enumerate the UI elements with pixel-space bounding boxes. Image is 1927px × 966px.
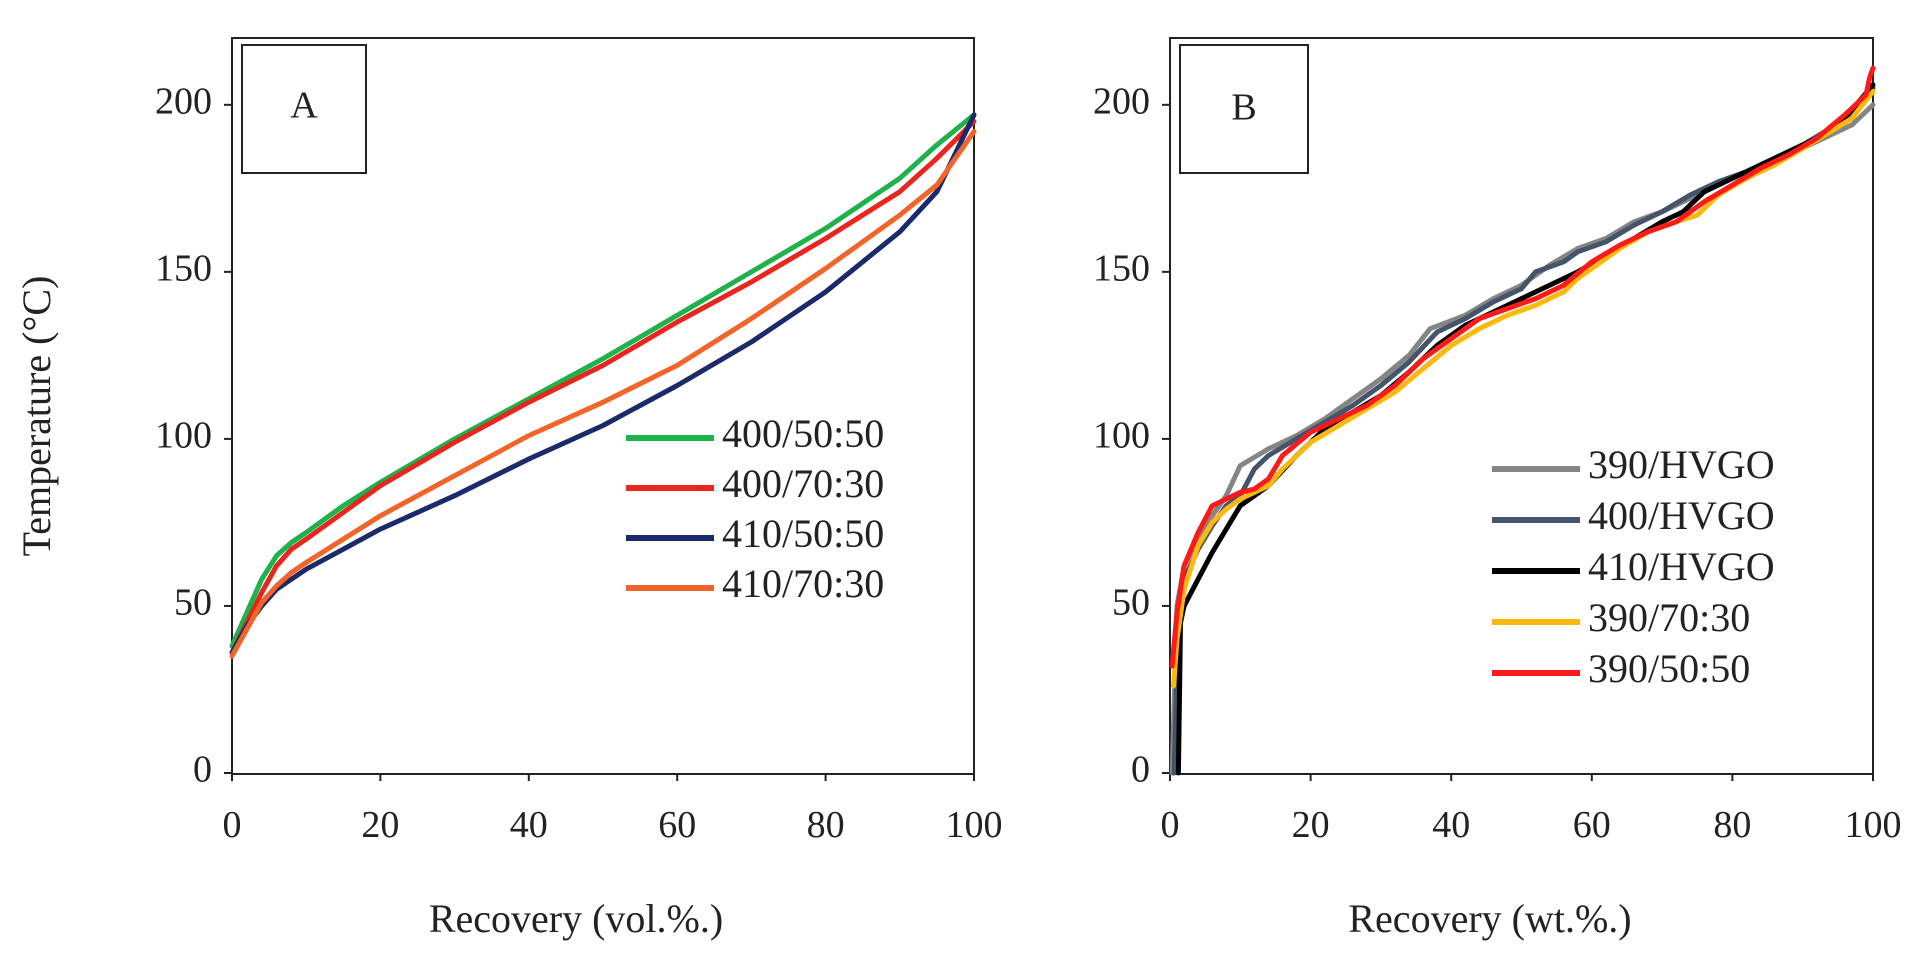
x-tick-label-b: 40 — [1432, 804, 1470, 846]
series-line-410-70-30 — [229, 129, 977, 659]
plot-area-b — [1169, 37, 1874, 775]
series-lines-b — [1169, 65, 1876, 776]
x-ticks-a: 0 20 40 60 80 100 — [223, 773, 1003, 846]
legend-label: 410/70:30 — [722, 561, 884, 606]
y-axis-label: Temperature (°C) — [14, 276, 59, 557]
legend-b: 390/HVGO 400/HVGO 410/HVGO 390/70:30 390/50:… — [1492, 442, 1775, 691]
y-tick-label-a: 50 — [174, 582, 212, 624]
panel-label-b: B — [1231, 87, 1256, 129]
series-line-390-70-30 — [1171, 89, 1876, 689]
legend-label: 410/50:50 — [722, 511, 884, 556]
plot-area-a — [231, 37, 975, 775]
y-tick-label-b: 50 — [1112, 582, 1150, 624]
series-line-410-hvgo — [1175, 82, 1876, 776]
legend-label: 390/50:50 — [1588, 646, 1750, 691]
x-tick-label-b: 60 — [1573, 804, 1611, 846]
y-tick-label-a: 100 — [155, 415, 212, 457]
x-tick-label-a: 80 — [807, 804, 845, 846]
legend-label: 390/70:30 — [1588, 595, 1750, 640]
legend-label: 400/50:50 — [722, 411, 884, 456]
legend-label: 390/HVGO — [1588, 442, 1775, 487]
y-tick-label-b: 0 — [1131, 749, 1150, 791]
y-tick-label-b: 100 — [1093, 415, 1150, 457]
y-tick-label-b: 200 — [1093, 81, 1150, 123]
y-tick-label-a: 200 — [155, 81, 212, 123]
y-tick-label-b: 150 — [1093, 248, 1150, 290]
series-line-400-70-30 — [229, 119, 977, 656]
y-tick-label-a: 0 — [193, 749, 212, 791]
chart-panel-b: 0 50 100 150 200 0 20 40 60 80 100 B 390/HVGO 400/… — [1093, 37, 1902, 941]
x-axis-label-a: Recovery (vol.%.) — [429, 896, 723, 941]
series-line-400-50-50 — [229, 112, 977, 649]
panel-label-a: A — [290, 85, 318, 127]
y-ticks-a: 0 50 100 150 200 — [155, 81, 232, 791]
legend-label: 400/70:30 — [722, 461, 884, 506]
series-lines-a — [229, 112, 977, 659]
legend-label: 400/HVGO — [1588, 493, 1775, 538]
x-tick-label-a: 60 — [658, 804, 696, 846]
x-tick-label-b: 20 — [1292, 804, 1330, 846]
x-tick-label-b: 80 — [1713, 804, 1751, 846]
x-tick-label-a: 20 — [361, 804, 399, 846]
x-tick-label-b: 100 — [1845, 804, 1902, 846]
x-ticks-b: 0 20 40 60 80 100 — [1161, 773, 1902, 846]
legend-label: 410/HVGO — [1588, 544, 1775, 589]
legend-a: 400/50:50 400/70:30 410/50:50 410/70:30 — [626, 411, 884, 606]
x-tick-label-a: 100 — [946, 804, 1003, 846]
y-tick-label-a: 150 — [155, 248, 212, 290]
panel-label-box-b — [1179, 44, 1309, 174]
series-line-390-50-50 — [1169, 65, 1876, 669]
panel-label-box-a — [241, 44, 367, 174]
x-tick-label-a: 40 — [510, 804, 548, 846]
x-axis-label-b: Recovery (wt.%.) — [1348, 896, 1631, 941]
x-tick-label-a: 0 — [223, 804, 242, 846]
x-tick-label-b: 0 — [1161, 804, 1180, 846]
y-ticks-b: 0 50 100 150 200 — [1093, 81, 1170, 791]
